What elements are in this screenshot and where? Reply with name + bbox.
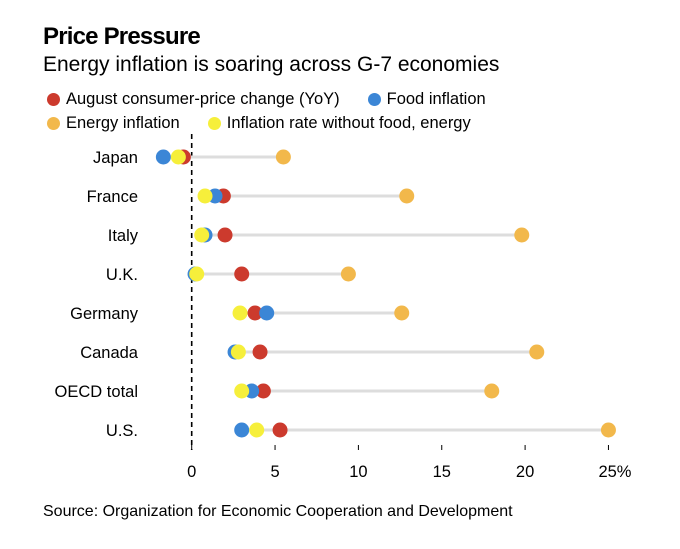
dot-core — [230, 344, 246, 360]
legend-dot-cpi-icon — [47, 93, 60, 106]
x-tick-label: 20 — [516, 463, 534, 481]
legend-label-energy: Energy inflation — [66, 114, 180, 132]
category-label: U.K. — [106, 266, 138, 284]
dot-energy — [529, 344, 545, 360]
legend-dot-energy-icon — [47, 117, 60, 130]
dot-core — [234, 383, 250, 399]
dot-cpi — [255, 383, 271, 399]
dot-cpi — [217, 227, 233, 243]
dot-energy — [394, 305, 410, 321]
chart-title: Price Pressure — [43, 23, 201, 50]
dot-core — [232, 305, 248, 321]
x-tick-label: 10 — [349, 463, 367, 481]
dot-core — [249, 422, 265, 438]
dot-core — [197, 188, 213, 204]
dot-core — [170, 149, 186, 165]
legend-item-energy: Energy inflation — [47, 114, 180, 133]
category-label: France — [87, 188, 138, 206]
dot-energy — [600, 422, 616, 438]
dot-cpi — [272, 422, 288, 438]
legend-label-cpi: August consumer-price change (YoY) — [66, 90, 340, 108]
category-label: Japan — [93, 149, 138, 167]
legend-row-1: August consumer-price change (YoY) Food … — [47, 90, 510, 109]
legend-dot-food-icon — [367, 93, 381, 106]
source-note: Source: Organization for Economic Cooper… — [43, 503, 513, 520]
dot-food — [234, 422, 250, 438]
dot-energy — [484, 383, 500, 399]
legend-label-food: Food inflation — [386, 90, 486, 108]
legend-item-food: Food inflation — [367, 90, 486, 109]
category-label: Italy — [108, 227, 139, 245]
category-label: U.S. — [106, 422, 138, 440]
dot-food — [259, 305, 275, 321]
legend-item-core: Inflation rate without food, energy — [207, 114, 471, 133]
legend-row-2: Energy inflation Inflation rate without … — [47, 114, 495, 133]
category-label: Germany — [70, 305, 139, 323]
category-label: Canada — [80, 344, 139, 362]
dot-core — [189, 266, 205, 282]
dot-food — [155, 149, 171, 165]
dot-energy — [275, 149, 291, 165]
legend-dot-core-icon — [207, 117, 221, 130]
dot-cpi — [247, 305, 263, 321]
x-tick-label: 0 — [187, 463, 196, 481]
x-tick-label: 25% — [598, 463, 631, 481]
dot-cpi — [234, 266, 250, 282]
legend-label-core: Inflation rate without food, energy — [226, 114, 471, 132]
dot-energy — [514, 227, 530, 243]
legend-item-cpi: August consumer-price change (YoY) — [47, 90, 340, 109]
category-label: OECD total — [55, 383, 138, 401]
dot-core — [194, 227, 210, 243]
dot-energy — [340, 266, 356, 282]
dot-cpi — [252, 344, 268, 360]
x-tick-label: 5 — [270, 463, 279, 481]
chart-subtitle: Energy inflation is soaring across G-7 e… — [43, 53, 500, 76]
x-tick-label: 15 — [433, 463, 451, 481]
dot-energy — [399, 188, 415, 204]
